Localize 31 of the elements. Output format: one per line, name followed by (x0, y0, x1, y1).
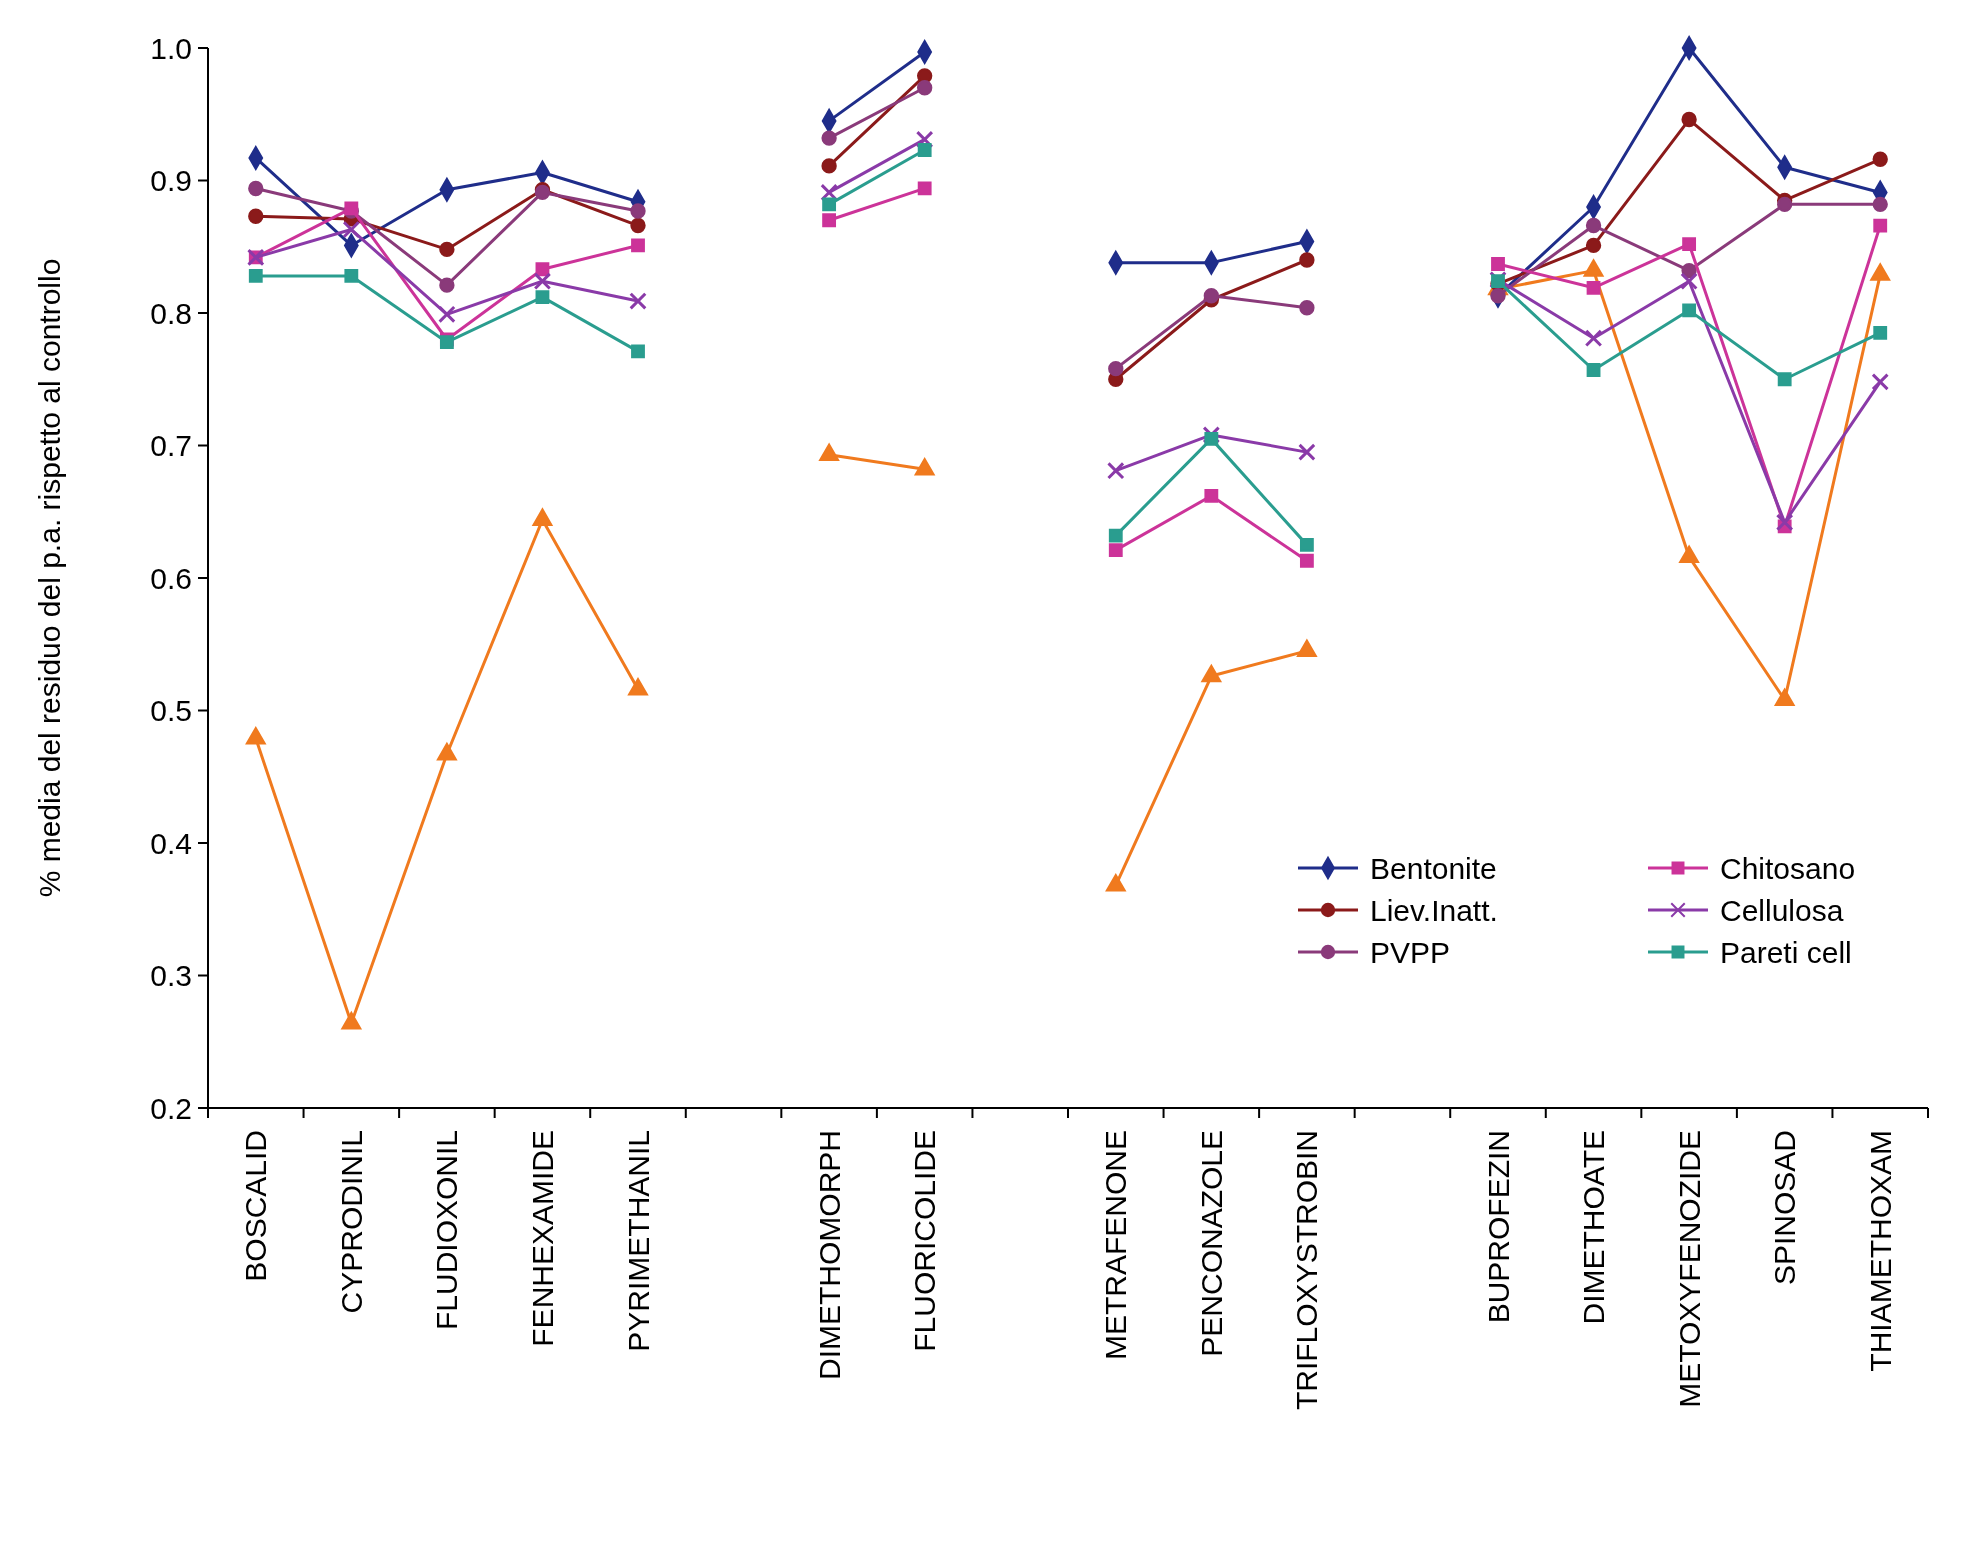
y-tick-label: 0.3 (150, 959, 192, 992)
y-tick-label: 0.4 (150, 826, 192, 860)
x-tick-label: SPINOSAD (1768, 1130, 1802, 1286)
x-tick-label: FENHEXAMIDE (525, 1130, 559, 1347)
x-tick-label: BUPROFEZIN (1481, 1130, 1515, 1324)
y-tick-label: 0.9 (150, 164, 192, 197)
x-tick-label: THIAMETHOXAM (1863, 1130, 1897, 1372)
x-tick-label: DIMETHOMORPH (812, 1130, 846, 1380)
x-tick-label: BOSCALID (239, 1130, 273, 1282)
y-tick-label: 0.7 (150, 429, 192, 462)
x-tick-label: DIMETHOATE (1577, 1130, 1611, 1325)
legend-label: PVPP (1370, 935, 1451, 969)
x-tick-label: PYRIMETHANIL (621, 1130, 655, 1352)
y-tick-label: 0.6 (150, 561, 192, 595)
x-tick-label: FLUDIOXONIL (430, 1130, 464, 1331)
y-tick-label: 0.8 (150, 296, 192, 330)
legend-label: Pareti cell (1720, 935, 1852, 969)
legend-label: Chitosano (1720, 851, 1856, 885)
y-tick-label: 0.2 (150, 1091, 192, 1125)
x-tick-label: FLUORICOLIDE (908, 1130, 942, 1352)
legend-label: Cellulosa (1720, 893, 1844, 927)
legend-label: Bentonite (1370, 851, 1497, 885)
y-axis-title: % media del residuo del p.a. rispetto al controllo (33, 258, 66, 898)
x-tick-label: TRIFLOXYSTROBIN (1290, 1130, 1324, 1411)
x-tick-label: METRAFENONE (1099, 1130, 1133, 1361)
x-tick-label: CYPRODINIL (334, 1130, 368, 1314)
y-tick-label: 0.5 (150, 694, 192, 727)
y-tick-label: 1.0 (150, 31, 192, 65)
legend-label: Liev.Inatt. (1370, 893, 1498, 927)
x-tick-label: METOXYFENOZIDE (1672, 1130, 1706, 1408)
x-tick-label: PENCONAZOLE (1194, 1130, 1228, 1357)
